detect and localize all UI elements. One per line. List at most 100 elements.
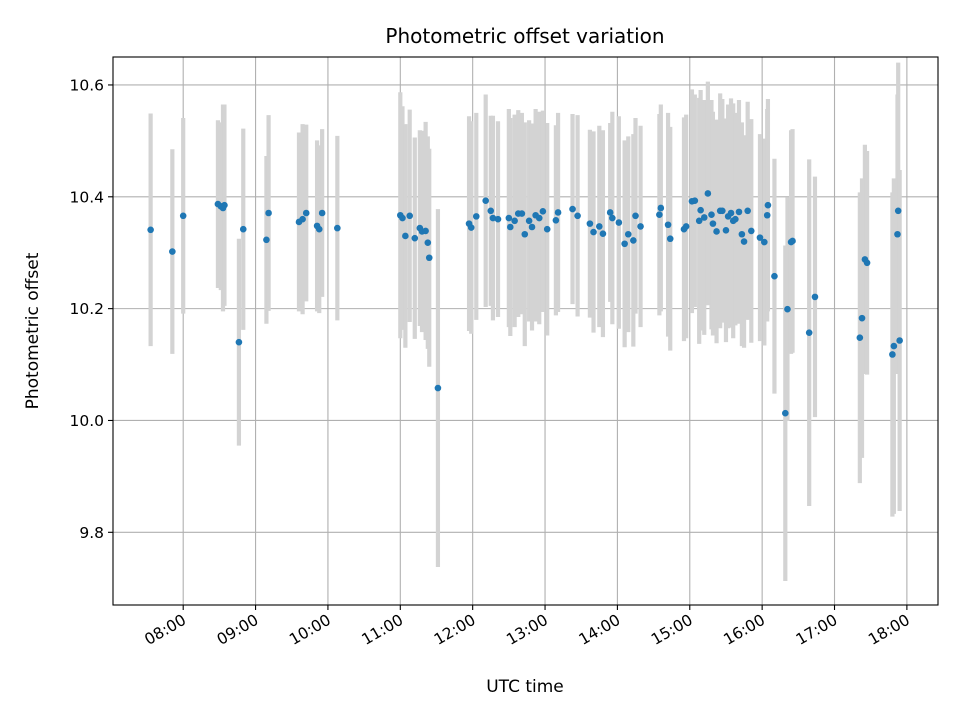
data-point [599, 230, 607, 238]
data-point [402, 232, 409, 240]
data-point [574, 212, 581, 220]
y-axis-label: Photometric offset [23, 252, 43, 409]
data-point [735, 208, 743, 216]
data-point [890, 342, 898, 350]
data-point [552, 216, 560, 224]
data-point [719, 207, 726, 215]
data-point [472, 213, 480, 220]
data-point [482, 197, 489, 205]
data-point [434, 384, 442, 392]
y-axis-ticks: 9.8 10.0 10.2 10.4 10.6 [69, 76, 113, 542]
data-point [235, 338, 243, 346]
data-point [606, 209, 614, 216]
data-point [590, 228, 597, 236]
data-point [709, 220, 717, 227]
data-point [697, 206, 704, 214]
data-point [586, 220, 594, 227]
data-point [894, 230, 901, 238]
data-point [863, 259, 871, 267]
data-point [764, 201, 772, 209]
y-tick-label: 10.4 [69, 188, 104, 206]
data-point [756, 234, 764, 241]
data-point [543, 225, 551, 233]
data-point [334, 224, 341, 232]
data-point [889, 351, 896, 358]
data-point [539, 208, 547, 215]
data-point [691, 197, 699, 205]
data-point [221, 201, 228, 209]
data-point [632, 212, 639, 220]
data-point [713, 228, 720, 235]
data-point [727, 209, 735, 217]
data-point [856, 334, 864, 342]
y-tick-label: 10.0 [69, 412, 104, 430]
data-point [747, 227, 755, 235]
data-point [147, 226, 154, 234]
data-point [761, 238, 768, 246]
data-point [732, 215, 739, 223]
data-point [318, 209, 326, 217]
data-point [521, 230, 529, 238]
data-point [467, 224, 475, 231]
data-point [425, 254, 433, 262]
data-point [656, 211, 663, 218]
data-point [507, 223, 514, 231]
y-tick-label: 10.2 [69, 300, 104, 318]
x-axis-label: UTC time [486, 677, 564, 697]
data-point [896, 337, 903, 344]
data-point [657, 204, 665, 212]
data-point [179, 212, 187, 220]
data-point [858, 314, 866, 322]
data-point [299, 215, 306, 223]
data-point [494, 215, 502, 223]
data-point [263, 236, 270, 244]
data-point [399, 214, 406, 222]
data-point [740, 238, 748, 245]
data-point [511, 217, 518, 225]
data-point [265, 209, 272, 217]
data-point [630, 237, 637, 244]
data-point [738, 230, 746, 238]
data-points [147, 190, 903, 417]
data-point [569, 205, 576, 213]
data-point [771, 272, 778, 280]
data-point [315, 225, 323, 233]
data-point [624, 230, 632, 238]
data-point [518, 210, 526, 217]
data-point [169, 248, 176, 255]
data-point [784, 305, 791, 313]
data-point [637, 223, 644, 230]
data-point [805, 329, 813, 336]
data-point [487, 207, 495, 215]
data-point [489, 214, 497, 222]
data-point [525, 217, 533, 225]
data-point [424, 239, 432, 246]
y-tick-label: 10.6 [69, 76, 104, 94]
data-point [615, 219, 623, 226]
data-point [302, 209, 310, 217]
data-point [763, 211, 771, 219]
data-point [411, 234, 419, 242]
data-point [700, 214, 708, 221]
data-point [722, 227, 730, 234]
chart-title: Photometric offset variation [385, 24, 664, 48]
data-point [505, 214, 513, 222]
data-point [535, 214, 543, 222]
data-point [708, 211, 715, 218]
data-point [528, 223, 536, 231]
data-point [695, 217, 703, 225]
data-point [894, 207, 902, 215]
data-point [811, 293, 819, 301]
data-point [596, 223, 603, 230]
data-point [682, 223, 690, 230]
data-point [554, 209, 562, 216]
data-point [744, 207, 751, 215]
plot-frame [112, 56, 939, 606]
data-point [666, 235, 674, 243]
data-point [664, 221, 672, 229]
data-point [704, 190, 712, 197]
data-point [609, 214, 616, 222]
data-point [789, 237, 796, 245]
